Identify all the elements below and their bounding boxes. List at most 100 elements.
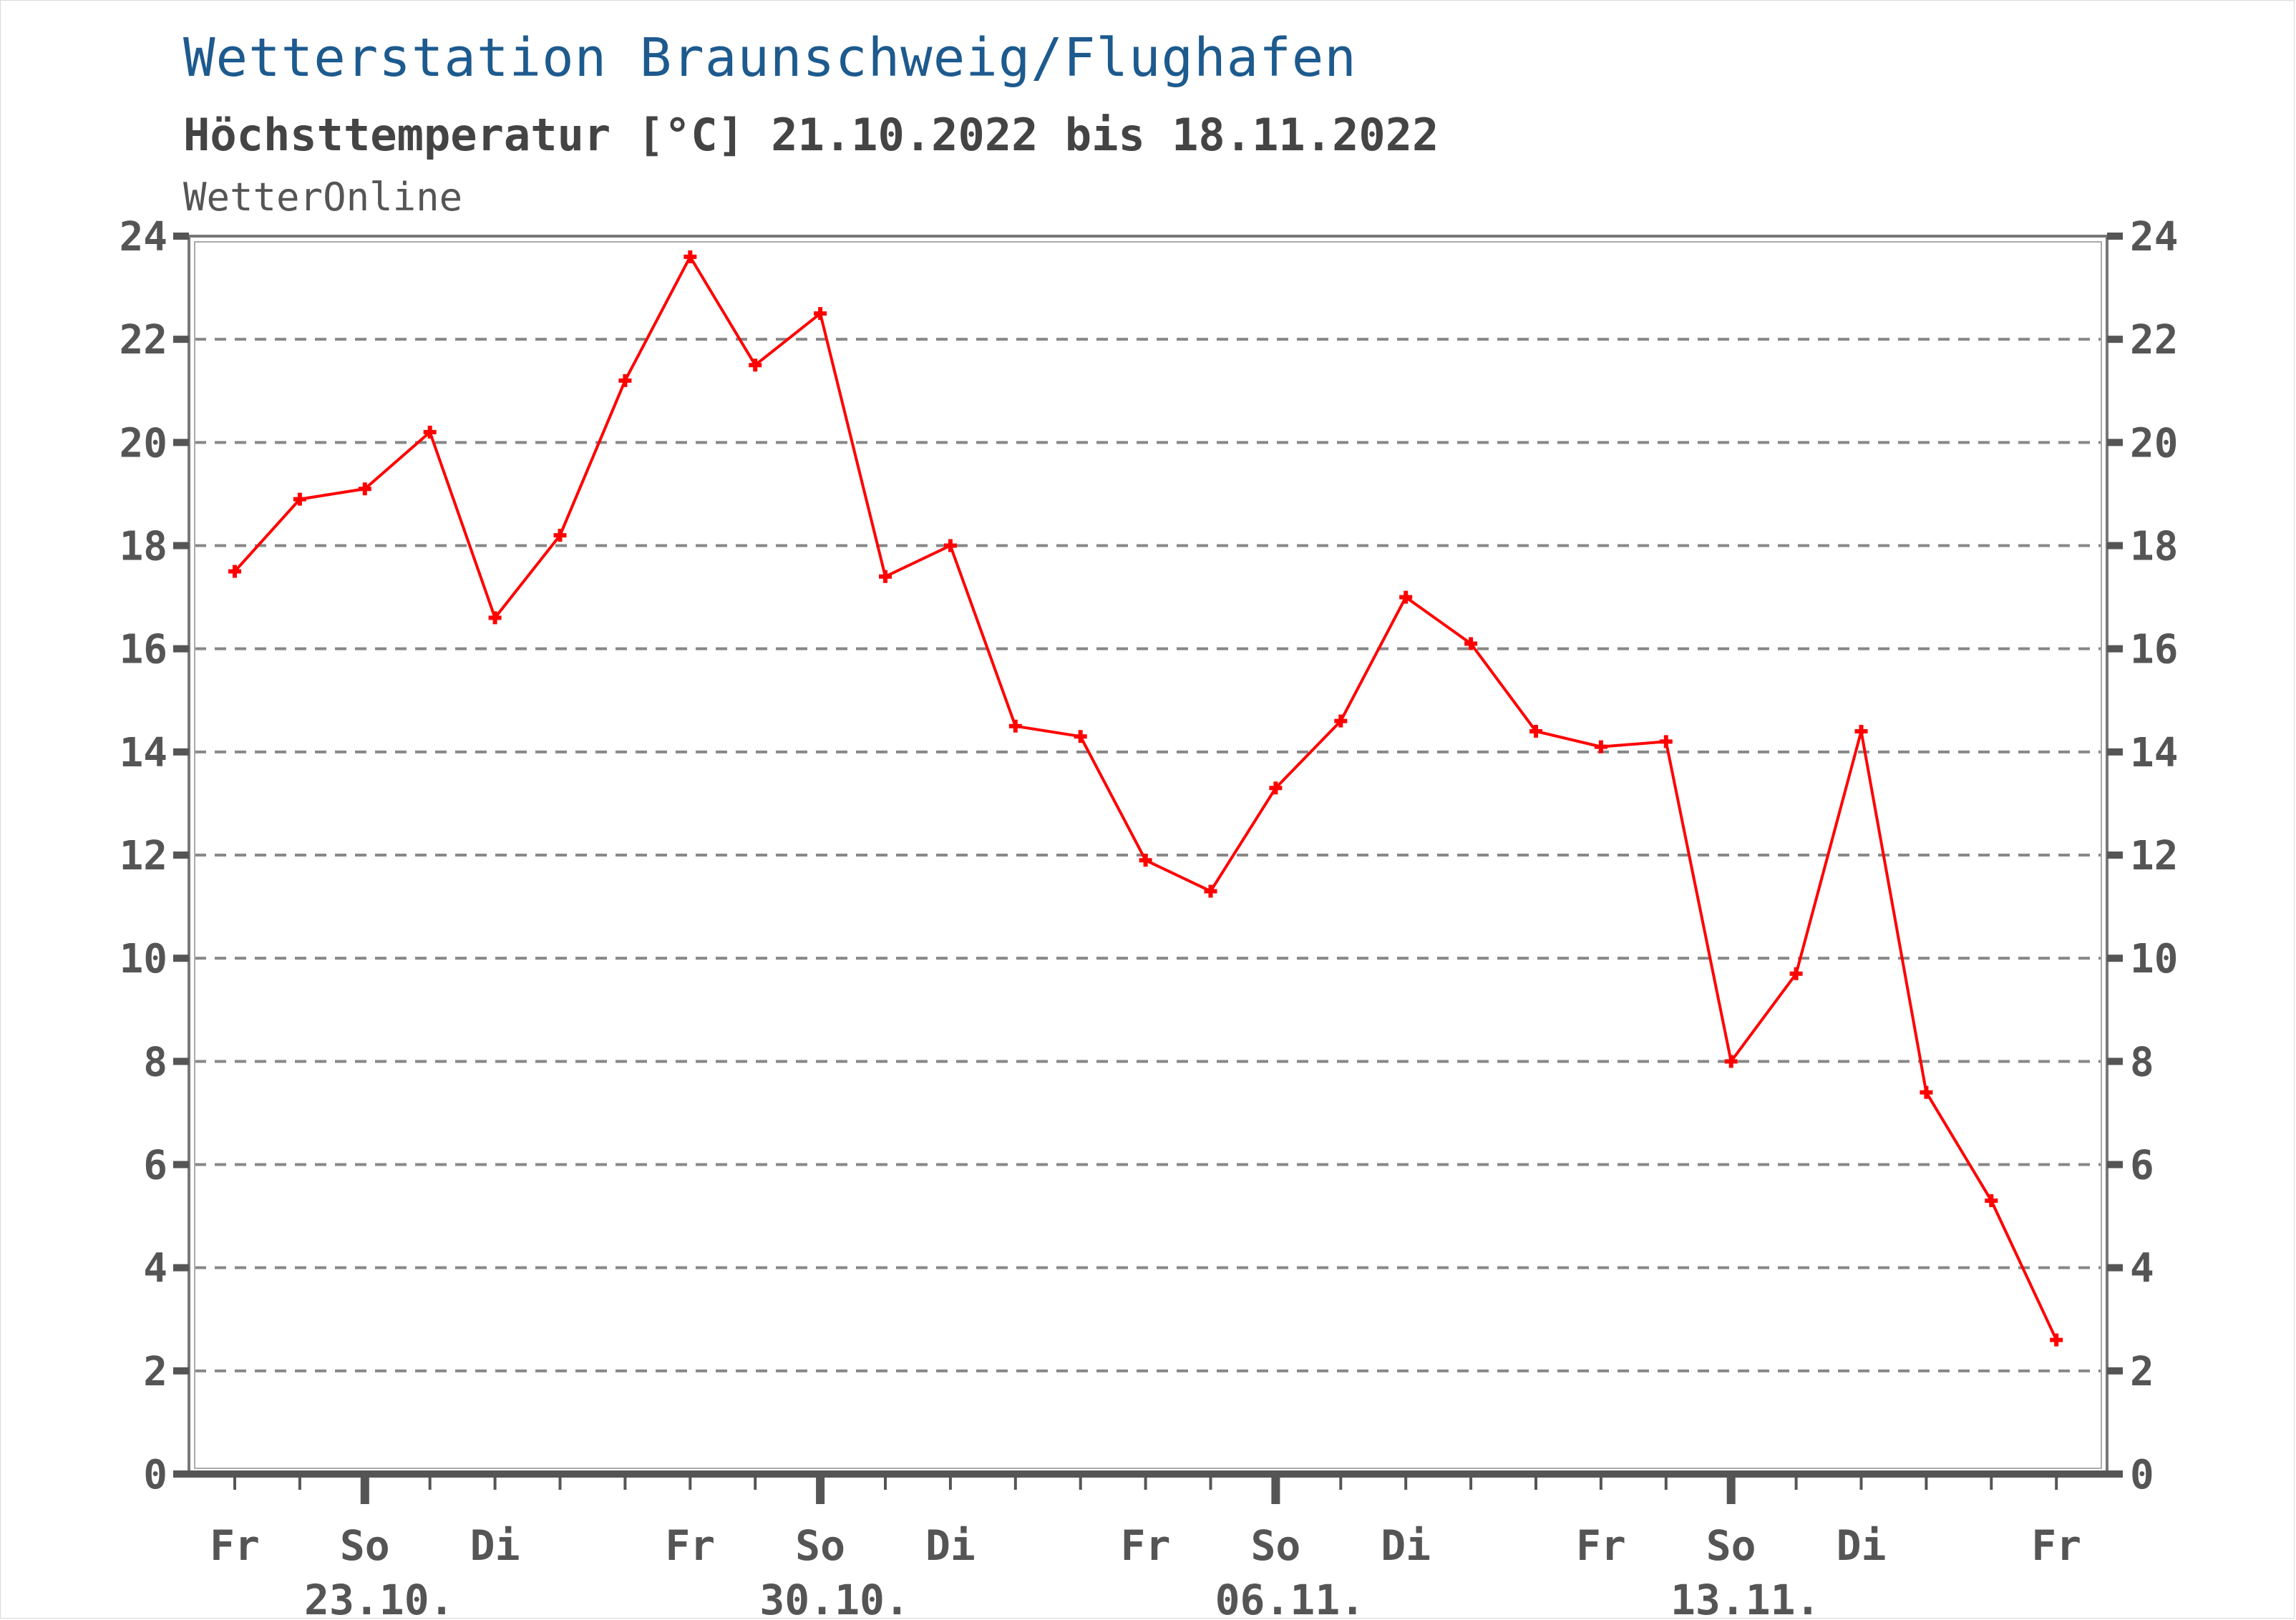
- y-tick-mark-right: [2107, 1264, 2123, 1272]
- data-point: [943, 539, 957, 552]
- y-tick-mark-right: [2107, 1058, 2123, 1065]
- x-major-tick-mark: [1726, 1474, 1736, 1504]
- y-tick-mark-right: [2107, 336, 2123, 343]
- y-tick-label-right: 14: [2130, 730, 2178, 776]
- y-tick-mark-left: [173, 852, 189, 859]
- data-point: [2050, 1333, 2063, 1347]
- y-tick-label-right: 6: [2130, 1143, 2154, 1189]
- y-tick-label-left: 16: [120, 627, 167, 673]
- data-point: [358, 482, 371, 496]
- x-day-label: Fr: [1576, 1521, 1626, 1570]
- x-day-label: Di: [470, 1521, 520, 1570]
- grid-layer: [195, 235, 2101, 1372]
- y-tick-mark-right: [2107, 439, 2123, 447]
- data-point: [618, 374, 632, 387]
- data-point: [1008, 719, 1022, 733]
- y-tick-label-right: 8: [2130, 1039, 2154, 1085]
- y-tick-label-left: 22: [120, 317, 167, 363]
- x-major-tick-mark: [1271, 1474, 1280, 1504]
- data-point: [1854, 725, 1868, 738]
- x-day-label: Di: [1381, 1521, 1431, 1570]
- y-tick-mark-right: [2107, 645, 2123, 653]
- y-tick-mark-right: [2107, 1367, 2123, 1375]
- x-day-label: So: [340, 1521, 390, 1570]
- x-date-label: 23.10.: [304, 1576, 454, 1620]
- y-tick-label-left: 8: [143, 1039, 167, 1085]
- y-tick-mark-left: [173, 1264, 189, 1272]
- y-tick-label-right: 4: [2130, 1246, 2154, 1292]
- y-tick-label-left: 18: [120, 524, 167, 570]
- data-point: [1399, 590, 1413, 604]
- series-layer: [228, 250, 2063, 1347]
- x-date-label: 13.11.: [1670, 1576, 1821, 1620]
- x-day-label: Di: [1837, 1521, 1887, 1570]
- series-line: [233, 255, 2058, 1341]
- y-tick-label-left: 24: [120, 214, 167, 260]
- x-major-tick-mark: [360, 1474, 369, 1504]
- data-point: [1789, 967, 1803, 980]
- y-tick-label-right: 24: [2130, 214, 2178, 260]
- y-tick-label-left: 0: [143, 1452, 167, 1498]
- data-point: [1724, 1055, 1738, 1068]
- y-tick-label-left: 6: [143, 1143, 167, 1189]
- y-tick-mark-left: [173, 542, 189, 550]
- y-tick-mark-left: [173, 748, 189, 756]
- x-day-label: Fr: [210, 1521, 260, 1570]
- y-tick-mark-left: [173, 1161, 189, 1168]
- x-major-tick-mark: [816, 1474, 825, 1504]
- x-date-label: 30.10.: [759, 1576, 910, 1620]
- data-point: [228, 565, 241, 578]
- y-tick-label-right: 0: [2130, 1452, 2154, 1498]
- x-day-label: So: [795, 1521, 845, 1570]
- chart-subtitle: Höchsttemperatur [°C] 21.10.2022 bis 18.…: [183, 109, 1439, 161]
- data-point: [423, 425, 437, 439]
- data-point: [1985, 1194, 1998, 1207]
- data-point: [749, 358, 762, 372]
- y-tick-mark-right: [2107, 955, 2123, 962]
- data-point: [1920, 1085, 1933, 1099]
- y-tick-label-left: 12: [120, 833, 167, 879]
- y-tick-label-right: 20: [2130, 420, 2178, 467]
- y-tick-mark-left: [173, 645, 189, 653]
- y-tick-label-right: 2: [2130, 1349, 2154, 1395]
- y-tick-label-right: 10: [2130, 936, 2178, 982]
- data-point: [1269, 781, 1283, 795]
- y-tick-mark-left: [173, 1470, 189, 1478]
- chart-source: WetterOnline: [183, 175, 463, 220]
- data-point: [1529, 725, 1542, 738]
- y-tick-mark-right: [2107, 1470, 2123, 1478]
- y-tick-mark-right: [2107, 542, 2123, 550]
- data-point: [814, 307, 827, 321]
- x-axis-ticks: Fr So Di Fr So Di Fr So Di Fr So Di Fr 23.10. 30.10. 06…: [210, 1474, 2081, 1620]
- plot-border-inner: [194, 241, 2102, 1469]
- y-tick-label-left: 2: [143, 1349, 167, 1395]
- data-point: [1074, 730, 1087, 743]
- x-day-label: So: [1250, 1521, 1300, 1570]
- data-point: [879, 570, 892, 583]
- y-tick-label-right: 22: [2130, 317, 2178, 363]
- y-tick-mark-left: [173, 1367, 189, 1375]
- x-day-label: Fr: [1121, 1521, 1171, 1570]
- x-day-label: Fr: [665, 1521, 715, 1570]
- y-tick-mark-right: [2107, 1161, 2123, 1168]
- data-point: [1594, 740, 1607, 753]
- y-tick-label-right: 16: [2130, 627, 2178, 673]
- y-tick-label-left: 14: [120, 730, 167, 776]
- y-tick-mark-left: [173, 336, 189, 343]
- data-point: [1659, 735, 1673, 748]
- x-day-label: Fr: [2031, 1521, 2081, 1570]
- chart-title: Wetterstation Braunschweig/Flughafen: [183, 27, 1357, 89]
- y-tick-mark-left: [173, 955, 189, 962]
- data-point: [1464, 637, 1478, 650]
- data-point: [293, 492, 306, 506]
- x-day-label: Di: [925, 1521, 976, 1570]
- y-tick-mark-left: [173, 439, 189, 447]
- y-tick-mark-right: [2107, 748, 2123, 756]
- y-tick-mark-left: [173, 1058, 189, 1065]
- data-point: [1334, 714, 1348, 728]
- x-date-label: 06.11.: [1215, 1576, 1366, 1620]
- y-tick-label-right: 18: [2130, 524, 2178, 570]
